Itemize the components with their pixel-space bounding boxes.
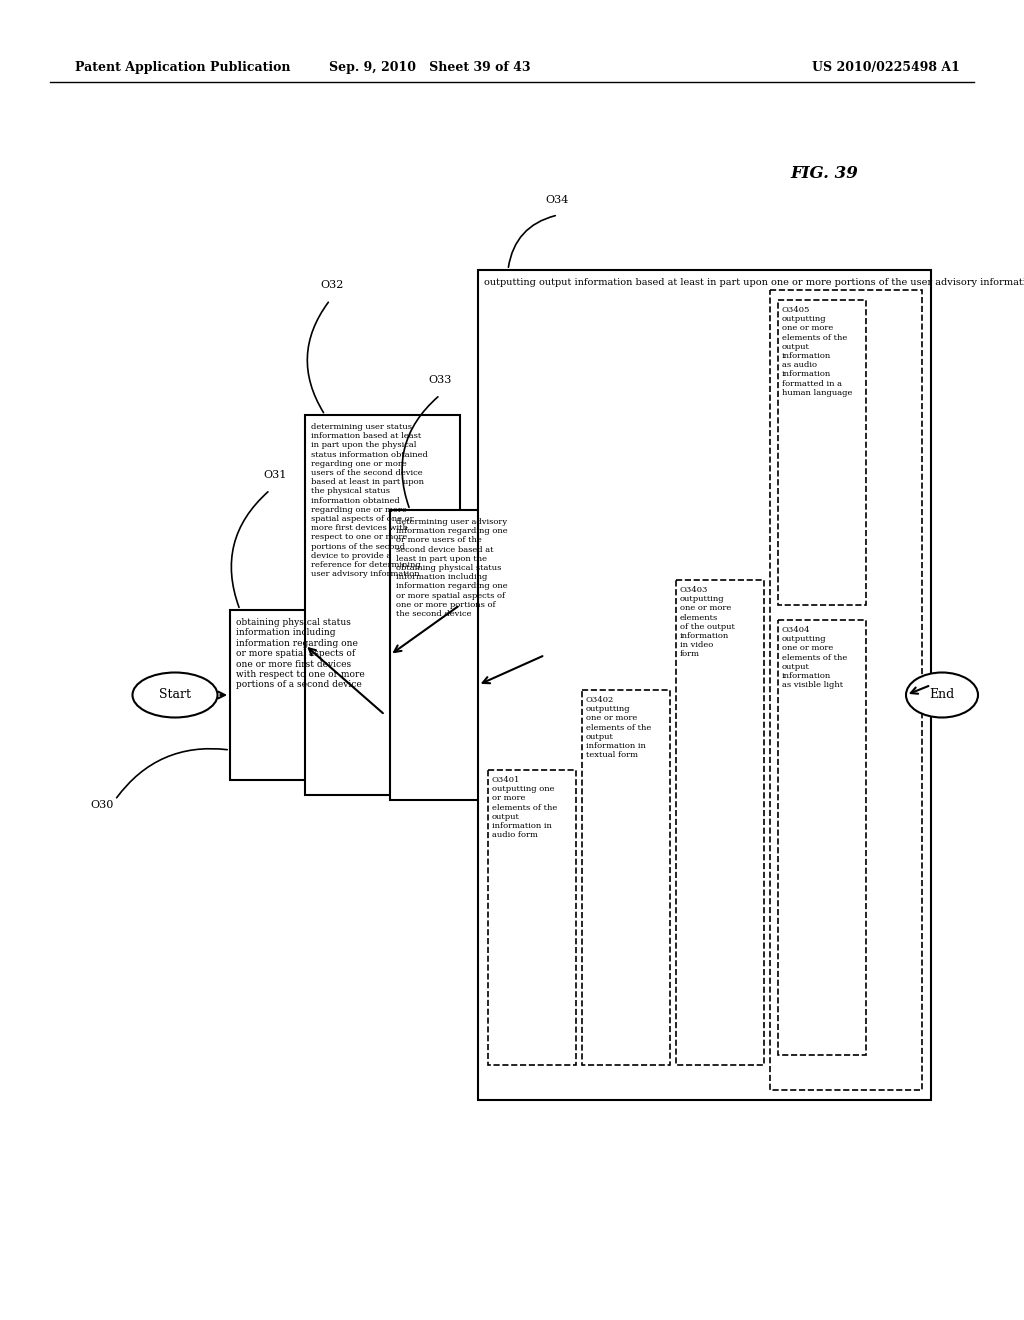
Bar	[582, 690, 670, 1065]
Bar	[770, 290, 922, 1090]
Text: US 2010/0225498 A1: US 2010/0225498 A1	[812, 62, 961, 74]
Bar	[778, 300, 866, 605]
Text: End: End	[930, 689, 954, 701]
Bar	[478, 271, 931, 1100]
Text: O3403
outputting
one or more
elements
of the output
information
in video
form: O3403 outputting one or more elements of…	[680, 586, 735, 659]
Text: Patent Application Publication: Patent Application Publication	[75, 62, 291, 74]
Text: O31: O31	[263, 470, 287, 480]
Bar	[390, 510, 545, 800]
Bar	[676, 579, 764, 1065]
Text: determining user status
information based at least
in part upon the physical
sta: determining user status information base…	[311, 422, 428, 578]
Text: O3404
outputting
one or more
elements of the
output
information
as visible light: O3404 outputting one or more elements of…	[782, 626, 847, 689]
Text: O3401
outputting one
or more
elements of the
output
information in
audio form: O3401 outputting one or more elements of…	[492, 776, 557, 840]
Text: O3402
outputting
one or more
elements of the
output
information in
textual form: O3402 outputting one or more elements of…	[586, 696, 651, 759]
Text: O32: O32	[319, 280, 343, 290]
Text: O33: O33	[428, 375, 452, 385]
Text: Sep. 9, 2010   Sheet 39 of 43: Sep. 9, 2010 Sheet 39 of 43	[330, 62, 530, 74]
Text: O34: O34	[545, 195, 568, 205]
Ellipse shape	[132, 672, 217, 718]
Bar	[305, 414, 460, 795]
Bar	[230, 610, 385, 780]
Ellipse shape	[906, 672, 978, 718]
Text: O30: O30	[90, 800, 114, 810]
Text: outputting output information based at least in part upon one or more portions o: outputting output information based at l…	[484, 279, 1024, 286]
Text: Start: Start	[159, 689, 191, 701]
Text: O3405
outputting
one or more
elements of the
output
information
as audio
informa: O3405 outputting one or more elements of…	[782, 306, 852, 397]
Bar	[778, 620, 866, 1055]
Text: FIG. 39: FIG. 39	[790, 165, 858, 182]
Text: determining user advisory
information regarding one
or more users of the
second : determining user advisory information re…	[396, 517, 508, 618]
Bar	[488, 770, 575, 1065]
Text: obtaining physical status
information including
information regarding one
or mor: obtaining physical status information in…	[236, 618, 365, 689]
